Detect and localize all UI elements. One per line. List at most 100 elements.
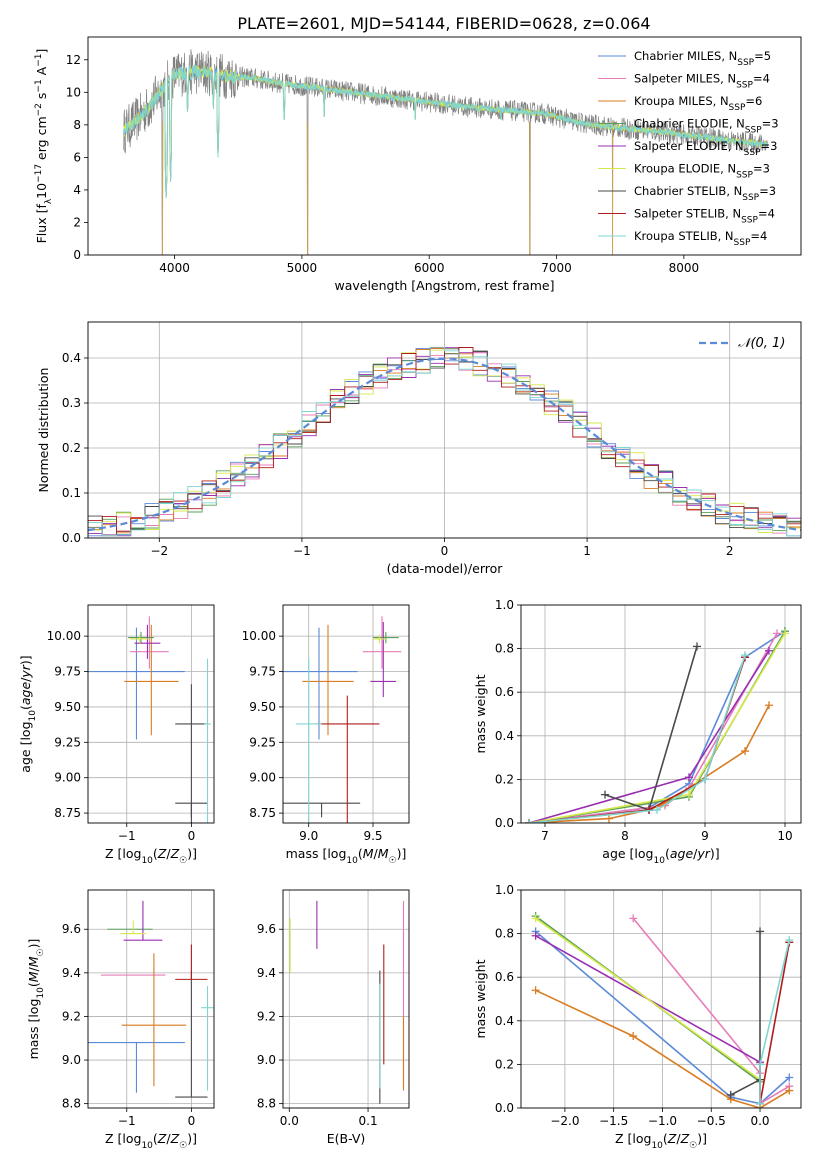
y-tick-label: 0.8 (495, 927, 514, 941)
y-tick-label: 6 (73, 150, 81, 164)
histogram-kroupa_stelib (88, 346, 801, 537)
x-axis-label: (data-model)/error (387, 561, 504, 576)
y-tick-label: 9.2 (62, 1009, 81, 1023)
y-tick-label: 0.2 (495, 1057, 514, 1071)
x-tick-label: 9.5 (363, 829, 382, 843)
mass_vs_ebv-plot-area (283, 890, 409, 1108)
y-tick-label: 0.4 (495, 1014, 514, 1028)
series-kroupa_stelib (756, 936, 794, 1108)
mass_vs_Z-plot-area (88, 890, 214, 1108)
y-tick-label: 9.50 (54, 700, 81, 714)
y-tick-label: 0.4 (495, 729, 514, 743)
x-axis-label: E(B-V) (327, 1131, 366, 1146)
errorbar-point-chabrier_stelib (175, 684, 208, 823)
errorbar-point-chabrier_miles (88, 627, 185, 740)
data-point-marker (605, 814, 613, 823)
y-tick-label: 8.8 (62, 1097, 81, 1111)
y-tick-label: 10.00 (47, 629, 81, 643)
data-point-marker (765, 646, 773, 655)
series-chabrier_elodie (525, 627, 789, 823)
y-tick-label: 10 (66, 85, 81, 99)
y-tick-label: 0.0 (62, 531, 81, 545)
x-tick-label: 0 (188, 829, 196, 843)
data-point-marker (629, 1032, 638, 1041)
y-axis-label: mass weight (473, 674, 488, 753)
y-axis-label: mass [log10(M/M☉)] (26, 939, 46, 1060)
spectrum-frame (87, 36, 802, 256)
series-line (535, 917, 761, 1081)
x-tick-label: 2 (726, 544, 734, 558)
y-tick-label: 0.6 (495, 970, 514, 984)
x-tick-label: −1.5 (599, 1114, 628, 1128)
y-tick-label: 9.4 (257, 966, 276, 980)
y-tick-label: 9.75 (54, 665, 81, 679)
data-point-marker (773, 629, 781, 638)
errorbar-point-salpeter_elodie (123, 900, 163, 941)
errorbar-point-chabrier_miles (88, 1042, 185, 1093)
data-point-marker (785, 936, 794, 945)
x-tick-label: 6000 (414, 261, 445, 275)
legend-entry-kroupa_miles: Kroupa MILES, NSSP=6 (634, 94, 762, 113)
x-axis-label: wavelength [Angstrom, rest frame] (334, 278, 554, 293)
series-chabrier_miles (525, 627, 789, 823)
errorbar-point-kroupa_stelib (295, 658, 322, 823)
x-tick-label: 8000 (669, 261, 700, 275)
normal-pdf-curve (88, 357, 801, 532)
data-point-marker (531, 931, 540, 940)
series-kroupa_elodie (531, 914, 765, 1084)
series-line (528, 650, 770, 823)
y-tick-label: 9.00 (54, 771, 81, 785)
series-kroupa_elodie (525, 629, 789, 823)
mass_vs_Z-panel: −1 0 8.8 9.0 9.2 9.4 9.6 Z [log10(Z/Z☉)] mass [l… (26, 889, 215, 1151)
y-tick-label: 4 (73, 183, 81, 197)
errorbar-point-kroupa_stelib (201, 985, 214, 1091)
errorbar-point-kroupa_elodie (130, 634, 150, 644)
x-tick-label: 0.0 (280, 1114, 299, 1128)
data-point-marker (726, 1090, 735, 1099)
residuals-plot-area (88, 322, 801, 538)
data-point-marker (785, 1073, 794, 1082)
data-point-marker (765, 701, 773, 710)
x-tick-label: 0 (441, 544, 449, 558)
x-tick-label: 4000 (159, 261, 190, 275)
x-axis-label: mass [log10(M/M☉)] (286, 846, 407, 866)
y-tick-label: 10.00 (242, 629, 276, 643)
series-line (759, 942, 791, 1104)
series-salpeter_elodie (525, 646, 773, 823)
y-tick-label: 0.6 (495, 685, 514, 699)
x-tick-label: 5000 (287, 261, 318, 275)
x-tick-label: 0.1 (359, 1114, 378, 1128)
x-axis-label: Z [log10(Z/Z☉)] (105, 1131, 197, 1151)
legend-entry-kroupa_elodie: Kroupa ELODIE, NSSP=3 (634, 162, 770, 181)
errorbar-point-salpeter_miles (362, 616, 402, 669)
data-point-marker (701, 775, 709, 784)
data-point-marker (693, 642, 701, 651)
x-tick-label: −2 (150, 544, 168, 558)
y-tick-label: 9.6 (62, 922, 81, 936)
y-tick-label: 9.50 (249, 700, 276, 714)
mass_weight_vs_age-panel: 7 8 9 10 0.0 0.2 0.4 0.6 0.8 1.0 age [log10(age/yr… (473, 598, 802, 866)
x-tick-label: −1 (293, 544, 311, 558)
errorbar-point-salpeter_stelib (175, 944, 208, 980)
legend-entry-salpeter_miles: Salpeter MILES, NSSP=4 (634, 72, 770, 91)
errorbar-point-kroupa_stelib (204, 658, 211, 823)
errorbar-point-kroupa_elodie (120, 920, 147, 935)
errorbar-point-chabrier_stelib (175, 802, 208, 818)
y-tick-label: 9.2 (257, 1009, 276, 1023)
errorbar-point-chabrier_elodie (128, 631, 154, 644)
y-tick-label: 9.0 (257, 1053, 276, 1067)
y-tick-label: 8 (73, 118, 81, 132)
data-point-marker (685, 790, 693, 799)
errorbar-point-kroupa_miles (121, 953, 187, 1087)
residuals-panel: −2 −1 0 1 2 0.0 0.1 0.2 0.3 0.4 (data-model)/error… (36, 321, 802, 576)
legend-entry-salpeter_elodie: Salpeter ELODIE, NSSP=3 (634, 139, 777, 158)
y-tick-label: 9.6 (257, 922, 276, 936)
errorbar-point-kroupa_elodie (373, 634, 386, 644)
y-tick-label: 12 (66, 53, 81, 67)
y-tick-label: 0 (73, 248, 81, 262)
y-tick-label: 8.75 (54, 806, 81, 820)
figure-title: PLATE=2601, MJD=54144, FIBERID=0628, z=0… (237, 14, 650, 33)
y-tick-label: 9.75 (249, 665, 276, 679)
x-tick-label: 1 (583, 544, 591, 558)
